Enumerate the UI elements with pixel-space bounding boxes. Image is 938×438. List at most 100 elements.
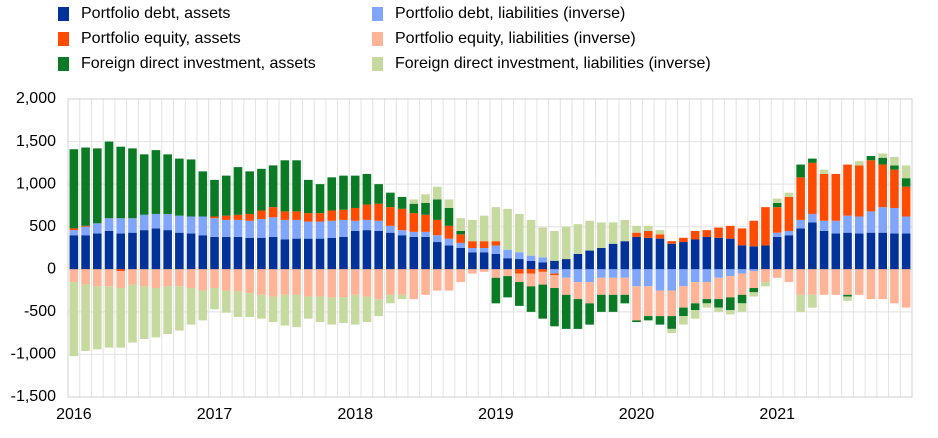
bar-segment (597, 248, 606, 270)
bar-segment (667, 290, 676, 317)
bar-segment (444, 225, 454, 239)
bar-segment (679, 316, 688, 325)
bar-segment (667, 316, 676, 329)
bar-segment (538, 271, 548, 285)
bar-segment (350, 175, 360, 208)
bar-segment (573, 299, 583, 329)
bar-segment (327, 297, 337, 325)
bar-segment (210, 269, 219, 289)
bar-segment (620, 277, 630, 295)
bar-segment (175, 158, 184, 216)
legend-swatch (58, 7, 69, 21)
bar-segment (468, 219, 477, 242)
y-tick-label: -500 (24, 303, 56, 320)
bar-segment (538, 269, 548, 272)
bar-segment (198, 269, 208, 291)
bar-segment (655, 269, 665, 291)
bar-segment (93, 269, 102, 287)
bar-segment (163, 286, 172, 334)
bar-segment (702, 282, 712, 300)
bar-segment (550, 273, 559, 276)
bar-segment (843, 164, 852, 216)
bar-segment (714, 269, 723, 278)
bar-segment (69, 235, 79, 270)
bar-segment (163, 213, 172, 231)
bar-segment (315, 184, 325, 214)
bar-segment (468, 252, 477, 270)
bar-segment (479, 241, 489, 248)
y-tick-label: 0 (47, 261, 56, 278)
bar-segment (233, 214, 243, 220)
bar-segment (139, 214, 149, 231)
x-tick-label: 2019 (478, 406, 514, 423)
bar-segment (432, 269, 442, 291)
bar-segment (608, 222, 618, 244)
bar-segment (608, 277, 618, 295)
bar-segment (808, 162, 817, 214)
bar-segment (257, 219, 266, 238)
legend-label: Portfolio debt, assets (81, 5, 230, 22)
bar-segment (784, 192, 794, 197)
bar-segment (292, 211, 301, 220)
bar-segment (702, 230, 712, 237)
bar-segment (585, 220, 594, 251)
bar-segment (421, 231, 430, 237)
bar-segment (210, 216, 219, 219)
bar-segment (890, 233, 899, 270)
bar-segment (93, 148, 102, 224)
bar-segment (374, 230, 383, 270)
bar-segment (104, 286, 114, 348)
bar-segment (198, 235, 208, 270)
bar-segment (362, 296, 372, 323)
bar-segment (515, 252, 524, 260)
bar-segment (327, 177, 337, 211)
bar-segment (268, 217, 278, 237)
bar-segment (632, 269, 641, 287)
bar-segment (901, 165, 911, 179)
bar-segment (69, 228, 79, 231)
bar-segment (339, 269, 348, 298)
bar-segment (432, 186, 442, 200)
bar-segment (456, 230, 465, 235)
bar-segment (749, 288, 759, 293)
bar-segment (561, 259, 571, 270)
bar-segment (796, 269, 805, 295)
bar-segment (667, 241, 676, 244)
bar-segment (655, 238, 665, 270)
bar-segment (819, 173, 829, 221)
bar-segment (350, 220, 360, 231)
bar-segment (409, 269, 419, 300)
bar-segment (890, 207, 899, 234)
bar-segment (784, 235, 794, 270)
bar-segment (585, 269, 594, 283)
bar-segment (315, 238, 325, 270)
bar-segment (866, 160, 876, 212)
y-tick-label: 2,000 (16, 90, 56, 107)
bar-segment (808, 294, 817, 308)
bar-segment (186, 216, 196, 234)
bar-segment (843, 215, 852, 233)
bar-segment (784, 269, 794, 283)
bar-segment (409, 236, 419, 270)
bar-segment (573, 282, 583, 300)
bar-segment (116, 146, 126, 219)
bar-segment (139, 154, 149, 215)
bar-segment (620, 294, 630, 304)
bar-segment (679, 286, 688, 308)
bar-segment (749, 270, 759, 289)
bar-segment (139, 230, 149, 270)
bar-segment (550, 288, 559, 327)
bar-segment (257, 168, 266, 211)
bar-segment (386, 192, 395, 208)
bar-segment (620, 269, 630, 278)
bar-segment (679, 269, 688, 287)
x-tick-label: 2021 (759, 406, 795, 423)
bar-segment (292, 219, 301, 239)
y-tick-label: 500 (29, 218, 56, 235)
bar-segment (257, 237, 266, 270)
bar-segment (890, 165, 899, 170)
bar-segment (538, 227, 548, 258)
bar-segment (679, 242, 688, 270)
bar-segment (573, 253, 583, 270)
bar-segment (878, 232, 887, 270)
